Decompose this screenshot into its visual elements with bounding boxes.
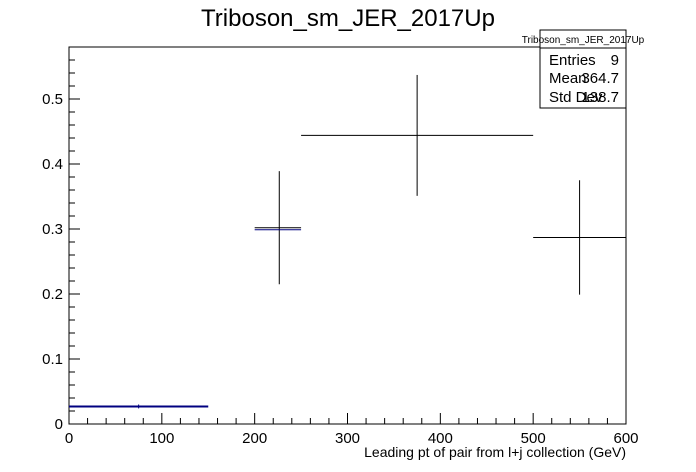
stats-entries-value: 9 [611,52,619,69]
y-tick-label: 0.4 [42,156,63,173]
axis-ticks [68,46,627,425]
stats-mean-label: Mean [549,70,587,87]
stats-box: Triboson_sm_JER_2017Up Entries 9 Mean 36… [522,29,645,109]
histogram-bin [533,180,626,295]
histogram-bin [254,171,302,285]
histogram-bin [301,74,534,196]
stats-entries-label: Entries [549,52,596,69]
histogram-bin [69,404,209,409]
stats-mean-value: 364.7 [581,70,619,87]
x-tick-label: 200 [242,430,267,447]
stats-stddev-value: 138.7 [581,89,619,106]
stats-stddev-label: Std Dev [549,89,603,106]
x-tick-label: 0 [65,430,73,447]
histogram-bins [69,74,626,409]
stats-box-frame [539,29,627,109]
chart-title: Triboson_sm_JER_2017Up [201,5,495,32]
stats-title: Triboson_sm_JER_2017Up [522,35,645,46]
y-tick-label: 0.2 [42,286,63,303]
x-tick-label: 300 [335,430,360,447]
y-tick-label: 0.1 [42,351,63,368]
y-tick-label: 0.3 [42,221,63,238]
y-tick-label: 0 [55,416,63,433]
x-tick-label: 500 [521,430,546,447]
x-tick-label: 400 [428,430,453,447]
tick-labels: 0 100 200 300 400 500 600 0 0.1 0.2 0.3 0.4 0.5 [42,91,638,447]
x-axis-label: Leading pt of pair from l+j collection (… [364,444,626,460]
x-tick-label: 600 [613,430,638,447]
x-tick-label: 100 [149,430,174,447]
y-tick-label: 0.5 [42,91,63,108]
